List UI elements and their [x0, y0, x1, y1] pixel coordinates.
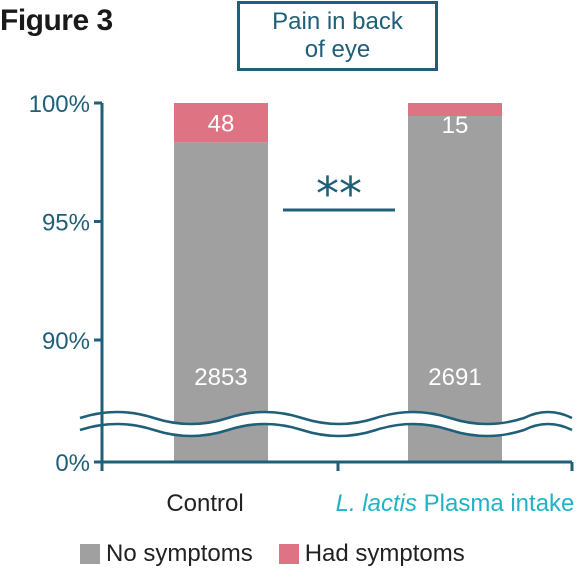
count-had-symptoms-control: 48 [208, 111, 235, 138]
bar-had-symptoms-control [174, 103, 268, 143]
figure-label: Figure 3 [0, 4, 113, 37]
y-tick-label-0: 0% [55, 450, 90, 477]
count-no-symptoms-lactis: 2691 [428, 364, 481, 391]
y-tick-label-2: 95% [42, 210, 90, 237]
chart-title-line-1: Pain in back [272, 8, 403, 35]
bar-no-symptoms-lactis [408, 116, 502, 462]
axis-break-line-upper [79, 410, 573, 426]
axis-break-gap [78, 412, 575, 436]
x-category-text-part: Plasma intake [417, 490, 574, 517]
legend: No symptoms Had symptoms [80, 540, 491, 568]
x-category-text-part: Control [166, 490, 243, 517]
x-category-label-control: Control [166, 490, 243, 517]
x-category-italic-part: L. lactis [336, 490, 417, 517]
chart-title-line-2: of eye [304, 36, 371, 63]
chart-title: Pain in back of eye [237, 1, 438, 71]
count-had-symptoms-lactis: 15 [442, 112, 469, 139]
bar-no-symptoms-control [174, 142, 268, 463]
legend-item-had-symptoms: Had symptoms [278, 540, 465, 568]
legend-label-no-symptoms: No symptoms [106, 540, 253, 567]
count-no-symptoms-control: 2853 [194, 364, 247, 391]
legend-swatch-had-symptoms [278, 544, 299, 564]
y-tick-label-3: 100% [29, 91, 90, 118]
significance-stars: ** [316, 167, 362, 221]
legend-label-had-symptoms: Had symptoms [304, 540, 465, 567]
bar-had-symptoms-lactis [408, 103, 502, 117]
axis-break-line-lower [79, 422, 573, 438]
x-category-label-lactis: L. lactis Plasma intake [336, 490, 575, 517]
stacked-bar-chart: 2853 48 2691 15 0% 90% 95% 100% Control L. lactis… [29, 91, 575, 517]
legend-swatch-no-symptoms [80, 544, 100, 564]
legend-item-no-symptoms: No symptoms [80, 540, 253, 568]
y-tick-label-1: 90% [42, 328, 90, 355]
